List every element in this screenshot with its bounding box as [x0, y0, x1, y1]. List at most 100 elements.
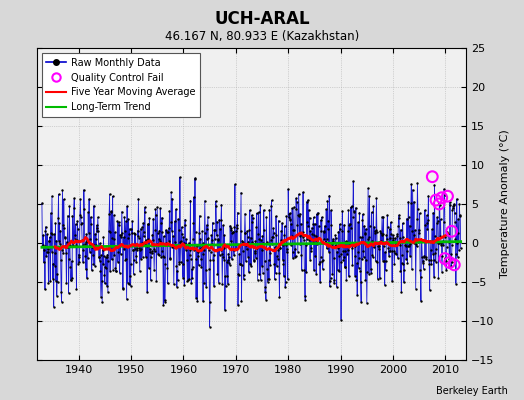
Point [335, 253, 343, 259]
Point [440, 192, 449, 198]
Point [202, 222, 211, 228]
Point [225, 260, 233, 266]
Point [79, 247, 88, 254]
Point [287, 221, 296, 228]
Point [357, 299, 365, 305]
Point [326, 275, 335, 281]
Point [124, 216, 133, 222]
Point [390, 249, 399, 256]
Point [434, 275, 443, 282]
Point [358, 216, 367, 223]
Point [444, 231, 452, 237]
Point [272, 213, 280, 219]
Point [70, 235, 79, 242]
Point [289, 227, 298, 233]
Point [424, 193, 432, 199]
Point [375, 239, 384, 245]
Point [386, 247, 395, 254]
Point [283, 276, 292, 283]
Point [108, 193, 117, 200]
Point [259, 207, 268, 213]
Point [156, 238, 164, 244]
Point [277, 237, 285, 243]
Point [253, 210, 261, 217]
Point [85, 242, 94, 248]
Point [295, 212, 303, 219]
Point [154, 251, 162, 257]
Point [392, 242, 400, 248]
Point [257, 247, 266, 253]
Point [50, 231, 58, 238]
Point [217, 202, 225, 208]
Point [412, 243, 421, 250]
Point [187, 280, 195, 286]
Point [195, 230, 203, 236]
Point [416, 267, 424, 273]
Point [364, 234, 373, 241]
Y-axis label: Temperature Anomaly (°C): Temperature Anomaly (°C) [500, 130, 510, 278]
Point [270, 260, 278, 267]
Point [239, 248, 247, 254]
Point [452, 280, 460, 287]
Text: 46.167 N, 80.933 E (Kazakhstan): 46.167 N, 80.933 E (Kazakhstan) [165, 30, 359, 43]
Point [292, 206, 301, 212]
Point [255, 271, 264, 277]
Point [397, 226, 405, 233]
Point [234, 302, 242, 308]
Point [238, 238, 246, 244]
Point [390, 261, 398, 268]
Point [170, 218, 179, 224]
Point [96, 294, 105, 300]
Point [209, 257, 217, 264]
Point [224, 250, 233, 257]
Point [128, 230, 136, 236]
Point [212, 198, 220, 205]
Point [70, 195, 79, 202]
Point [371, 230, 379, 236]
Point [154, 230, 162, 236]
Point [336, 251, 345, 258]
Point [314, 235, 322, 242]
Point [172, 263, 181, 270]
Point [304, 223, 312, 229]
Point [320, 228, 328, 234]
Point [390, 248, 398, 254]
Point [201, 198, 209, 204]
Point [410, 240, 419, 246]
Point [39, 259, 48, 266]
Point [75, 212, 84, 219]
Point [114, 259, 122, 265]
Point [366, 266, 375, 272]
Point [106, 229, 115, 235]
Point [213, 270, 222, 277]
Point [177, 238, 185, 244]
Point [114, 249, 123, 255]
Point [356, 268, 364, 274]
Point [330, 255, 338, 262]
Point [439, 238, 447, 244]
Point [120, 246, 128, 252]
Point [282, 249, 291, 256]
Point [453, 240, 461, 247]
Point [435, 200, 443, 206]
Point [52, 292, 61, 299]
Point [381, 267, 390, 273]
Point [149, 216, 157, 222]
Point [402, 256, 410, 262]
Point [144, 221, 152, 228]
Point [96, 240, 104, 246]
Point [125, 231, 133, 238]
Point [68, 258, 76, 264]
Point [45, 238, 53, 244]
Point [208, 241, 216, 248]
Point [103, 251, 112, 258]
Point [209, 220, 217, 226]
Point [51, 262, 59, 269]
Point [377, 238, 385, 244]
Point [110, 251, 118, 258]
Point [340, 264, 348, 270]
Point [116, 251, 125, 257]
Point [135, 235, 143, 242]
Point [445, 239, 453, 246]
Point [43, 246, 52, 252]
